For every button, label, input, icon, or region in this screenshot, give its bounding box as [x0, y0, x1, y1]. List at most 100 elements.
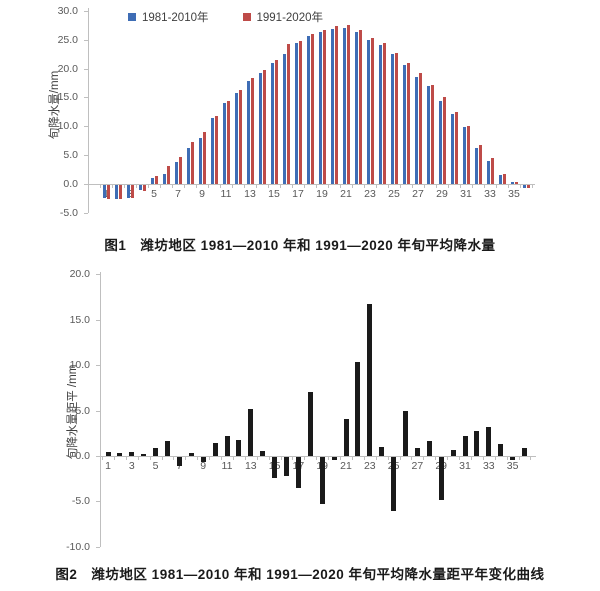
fig2-x-tick — [387, 457, 389, 460]
fig1-bar-series1-cat-17 — [294, 43, 298, 184]
fig1-bar-series1-cat-28 — [426, 85, 430, 184]
fig1-x-tick-label: 29 — [436, 188, 448, 200]
fig2-x-tick-label: 21 — [340, 460, 352, 472]
fig2-x-tick-label: 9 — [200, 460, 207, 472]
fig2-y-tick — [96, 319, 100, 321]
fig2-bar-series1-cat-29 — [438, 457, 444, 500]
fig2-x-tick — [221, 457, 223, 460]
fig2-y-tick-label: 15.0 — [69, 313, 90, 326]
fig1-bar-series2-cat-12 — [238, 89, 242, 184]
fig2-x-tick-label: 35 — [506, 460, 519, 472]
fig1-x-tick — [160, 185, 161, 188]
fig1-bar-series2-cat-21 — [346, 24, 350, 184]
fig2-bar-series1-cat-20 — [331, 457, 337, 460]
fig1-bar-series2-cat-1 — [106, 185, 110, 199]
fig1-x-tick — [460, 185, 461, 188]
fig1-x-tick — [412, 185, 413, 188]
fig2-x-tick — [447, 457, 449, 460]
fig1-y-tick-label: 25.0 — [57, 33, 78, 46]
fig2-y-tick-label: -5.0 — [71, 495, 90, 508]
fig1-y-tick — [84, 68, 88, 70]
fig1-x-tick — [100, 185, 101, 188]
fig1-bar-series1-cat-34 — [498, 174, 502, 184]
fig1-bar-series2-cat-5 — [154, 175, 158, 184]
fig2-x-tick-label: 23 — [363, 460, 376, 472]
fig1-y-tick — [84, 126, 88, 128]
fig2-bar-series1-cat-31 — [462, 436, 468, 456]
fig2-bar-series1-cat-2 — [117, 453, 123, 456]
fig2-x-tick — [530, 457, 532, 460]
figure1-chart: 1981-2010年 1991-2020年 旬降水量/mm 30.0 25.0 20… — [0, 0, 600, 225]
fig2-x-tick-label: 13 — [244, 460, 257, 472]
fig2-bar-series1-cat-34 — [498, 444, 504, 456]
fig2-bar-series1-cat-19 — [319, 457, 325, 505]
fig2-y-tick — [96, 365, 100, 367]
fig1-x-tick-label: 5 — [151, 188, 157, 200]
fig1-bar-series2-cat-30 — [454, 111, 458, 184]
fig2-bar-series1-cat-17 — [295, 457, 301, 488]
fig1-bar-series1-cat-25 — [390, 54, 394, 184]
fig1-bar-series1-cat-13 — [246, 80, 250, 184]
fig1-bar-series1-cat-19 — [318, 32, 322, 184]
fig1-x-tick-label: 3 — [121, 188, 139, 200]
fig2-x-tick — [256, 457, 258, 460]
fig1-bar-series1-cat-21 — [342, 28, 346, 184]
legend-label-1991-2020: 1991-2020年 — [256, 12, 324, 24]
fig1-bar-series1-cat-32 — [474, 148, 478, 184]
fig1-bar-series2-cat-32 — [478, 144, 482, 184]
fig2-x-tick — [363, 457, 365, 460]
fig1-y-tick — [84, 184, 88, 185]
fig1-bar-series2-cat-35 — [514, 181, 518, 184]
fig1-x-tick-label: 35 — [508, 188, 520, 200]
fig2-x-tick-label: 31 — [459, 460, 471, 472]
fig1-y-tick — [84, 10, 88, 12]
fig1-bar-series1-cat-31 — [462, 127, 466, 184]
fig2-bar-series1-cat-16 — [284, 457, 289, 477]
fig2-bar-series1-cat-26 — [403, 410, 408, 456]
fig1-bar-series2-cat-10 — [214, 115, 218, 184]
fig1-x-axis-line — [88, 184, 535, 185]
fig2-x-tick — [268, 457, 270, 460]
fig2-x-tick — [435, 457, 437, 460]
fig1-x-tick-label: 9 — [199, 188, 205, 200]
fig1-bar-series2-cat-31 — [466, 126, 470, 184]
fig1-bar-series2-cat-22 — [358, 30, 362, 184]
fig1-x-tick — [112, 185, 113, 188]
fig2-bar-series1-cat-5 — [153, 447, 159, 456]
fig1-bar-series1-cat-4 — [138, 185, 142, 191]
fig2-x-tick — [340, 457, 342, 460]
fig1-bar-series1-cat-5 — [150, 178, 154, 184]
fig1-x-tick — [436, 185, 437, 188]
fig1-bar-series1-cat-27 — [414, 76, 418, 184]
fig1-y-tick — [84, 39, 88, 41]
fig2-bar-series1-cat-35 — [510, 457, 516, 460]
fig1-x-tick-label: 21 — [340, 188, 352, 200]
fig1-x-tick — [280, 185, 281, 188]
fig1-bar-series1-cat-2 — [114, 185, 118, 199]
fig1-y-tick-label: 0.0 — [63, 178, 78, 190]
fig1-bar-series1-cat-33 — [486, 160, 490, 184]
fig1-bar-series1-cat-26 — [402, 65, 406, 184]
fig2-bar-series1-cat-11 — [224, 436, 230, 456]
fig2-bar-series1-cat-25 — [391, 457, 397, 511]
fig1-bar-series2-cat-33 — [490, 158, 494, 184]
fig1-bar-series1-cat-6 — [162, 173, 166, 184]
fig1-x-tick-label: 19 — [316, 188, 328, 200]
fig2-x-tick — [375, 457, 377, 460]
fig1-bar-series2-cat-28 — [430, 85, 434, 184]
fig2-x-tick — [506, 457, 508, 460]
fig2-x-tick — [411, 457, 413, 460]
figure2-y-axis-title: 旬降水量距平 /mm — [67, 364, 79, 460]
fig2-bar-series1-cat-21 — [343, 418, 349, 456]
fig2-bar-series1-cat-22 — [355, 361, 361, 456]
fig1-bar-series1-cat-14 — [258, 72, 262, 184]
fig2-x-tick — [197, 457, 199, 460]
fig1-y-tick-label: -5.0 — [59, 206, 78, 219]
fig1-y-tick-label: 15.0 — [57, 91, 78, 104]
fig1-y-tick — [84, 97, 88, 99]
fig1-bar-series1-cat-9 — [198, 137, 202, 184]
fig1-x-tick-label: 11 — [220, 188, 232, 200]
fig1-bar-series1-cat-22 — [354, 31, 358, 184]
fig1-x-tick — [148, 185, 149, 188]
fig1-bar-series2-cat-24 — [382, 43, 386, 184]
